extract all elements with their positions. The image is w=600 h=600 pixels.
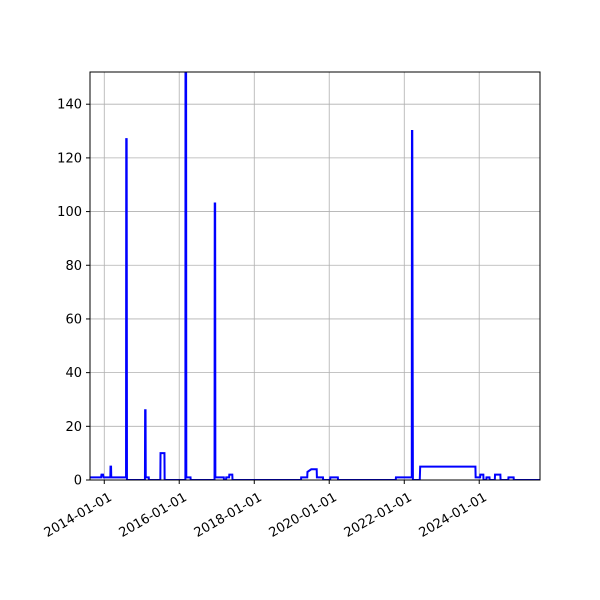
series-line-0 (90, 72, 540, 480)
grid (90, 72, 540, 481)
y-tick-label: 120 (57, 151, 82, 166)
y-tick-label: 60 (65, 312, 82, 327)
y-tick-label: 40 (65, 366, 82, 381)
x-tick-label: 2014-01-01 (42, 490, 115, 541)
y-tick-label: 140 (57, 98, 82, 113)
x-tick-label: 2020-01-01 (267, 490, 340, 541)
series-layer (90, 72, 540, 480)
plot-frame (89, 71, 541, 481)
x-tick-label: 2018-01-01 (192, 490, 265, 541)
y-tick-label: 80 (65, 259, 82, 274)
x-tick-label: 2016-01-01 (117, 490, 190, 541)
x-tick-label: 2022-01-01 (342, 490, 415, 541)
y-tick-label: 0 (74, 474, 82, 489)
x-tick-label: 2024-01-01 (417, 490, 490, 541)
y-tick-label: 20 (65, 420, 82, 435)
y-tick-label: 100 (57, 205, 82, 220)
